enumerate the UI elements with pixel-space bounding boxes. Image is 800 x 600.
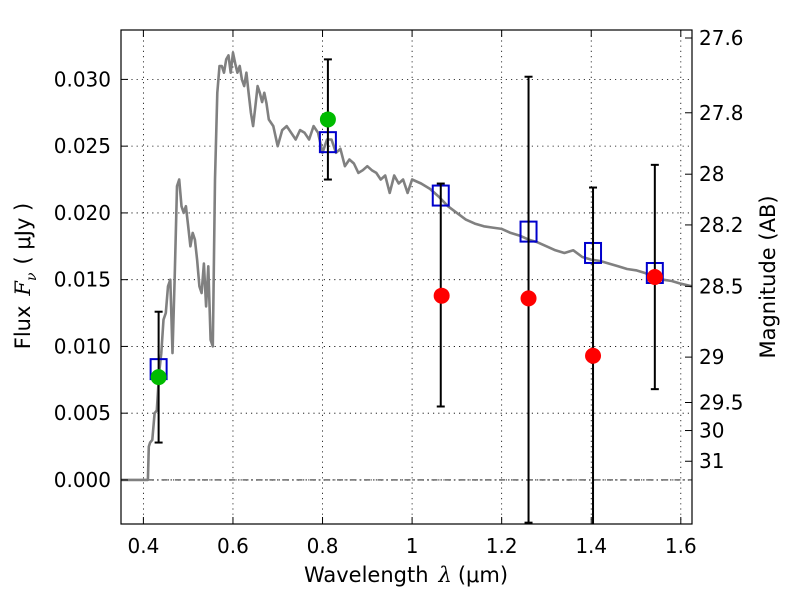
y-tick-label: 0.005 (54, 401, 111, 425)
y-tick-label: 0.015 (54, 268, 111, 292)
plot-area (121, 51, 692, 524)
model-spectrum-line (121, 51, 692, 482)
x-tick-label: 0.8 (307, 534, 339, 558)
detection-point-green (319, 111, 336, 128)
y2-tick-label: 30 (699, 419, 724, 443)
measurement-point-red (646, 269, 663, 285)
y2-axis-title: Magnitude (AB) (756, 195, 780, 358)
measurement-point-red (433, 287, 450, 304)
detection-point-green (150, 369, 167, 386)
y-axis-title: FluxFν( μJy ) (11, 203, 40, 349)
y2-tick-label: 28.5 (699, 274, 744, 298)
x-tick-label: 0.6 (217, 534, 249, 558)
plot-frame (120, 29, 693, 525)
axis-ticks: 0.4 0.6 0.8 1 1.2 1.4 1.6 0.000 0.005 0.010 0.015 0… (54, 26, 744, 558)
y2-tick-label: 27.8 (699, 101, 744, 125)
y2-tick-label: 29 (699, 345, 724, 369)
y2-tick-label: 28 (699, 162, 724, 186)
x-tick-label: 0.4 (127, 534, 159, 558)
y-tick-label: 0.010 (54, 334, 111, 358)
x-axis-title: Wavelength λ (μm) (304, 563, 508, 587)
y-tick-label: 0.020 (54, 201, 111, 225)
y2-tick-label: 28.2 (699, 213, 744, 237)
measurement-point-red (520, 290, 537, 307)
grid (121, 30, 692, 524)
y-tick-label: 0.025 (54, 134, 111, 158)
x-tick-label: 1.6 (665, 534, 697, 558)
y-tick-label: 0.030 (54, 67, 111, 91)
y2-tick-label: 29.5 (699, 391, 744, 415)
y2-tick-label: 31 (699, 449, 724, 473)
x-tick-label: 1.4 (575, 534, 607, 558)
x-tick-label: 1.2 (486, 534, 518, 558)
x-tick-label: 1 (406, 534, 419, 558)
y2-tick-label: 27.6 (699, 26, 744, 50)
measurement-point-red (585, 347, 602, 364)
y-tick-label: 0.000 (54, 468, 111, 492)
